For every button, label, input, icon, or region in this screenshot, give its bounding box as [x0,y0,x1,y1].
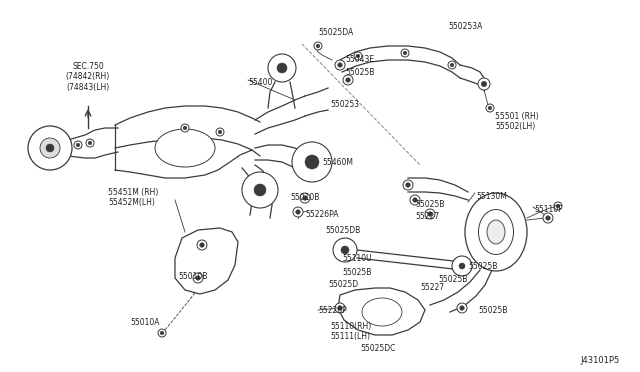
Circle shape [254,184,266,196]
Circle shape [303,196,307,200]
Circle shape [543,213,553,223]
Circle shape [314,42,322,50]
Circle shape [277,63,287,73]
Circle shape [335,60,345,70]
Text: 55110F: 55110F [534,205,563,214]
Circle shape [218,130,222,134]
Circle shape [478,78,490,90]
Text: 55227: 55227 [415,212,439,221]
Text: 55010B: 55010B [178,272,207,281]
Circle shape [242,172,278,208]
Circle shape [338,63,342,67]
Circle shape [356,54,360,58]
Text: 55025B: 55025B [342,268,371,277]
Circle shape [305,155,319,169]
Text: 55400: 55400 [248,78,273,87]
Circle shape [160,331,164,335]
Circle shape [181,124,189,132]
Text: 55025DC: 55025DC [360,344,396,353]
Circle shape [183,126,187,130]
Text: 55226P: 55226P [318,306,347,315]
Circle shape [335,303,345,313]
Text: 550253A: 550253A [448,22,483,31]
Circle shape [403,180,413,190]
Ellipse shape [465,193,527,271]
Circle shape [450,63,454,67]
Circle shape [300,193,310,203]
Circle shape [343,75,353,85]
Text: 55025B: 55025B [468,262,497,271]
Text: J43101P5: J43101P5 [580,356,620,365]
Circle shape [28,126,72,170]
Circle shape [76,143,80,147]
Ellipse shape [362,298,402,326]
Circle shape [556,204,560,208]
Text: 550253: 550253 [330,100,359,109]
Circle shape [452,256,472,276]
Text: 55451M (RH)
55452M(LH): 55451M (RH) 55452M(LH) [108,188,158,208]
Text: 55227: 55227 [420,283,444,292]
Text: 55010B: 55010B [290,193,319,202]
Circle shape [488,106,492,110]
Circle shape [460,306,464,310]
Text: 55460M: 55460M [322,158,353,167]
Circle shape [457,303,467,313]
Circle shape [481,81,486,87]
Polygon shape [338,288,425,335]
Circle shape [268,54,296,82]
Text: 55226PA: 55226PA [305,210,339,219]
Circle shape [46,144,54,152]
Circle shape [74,141,82,149]
Text: 55025D: 55025D [328,280,358,289]
Text: 55010A: 55010A [131,318,160,327]
Circle shape [333,238,357,262]
Circle shape [428,212,432,216]
Circle shape [338,306,342,310]
Circle shape [425,209,435,219]
Circle shape [486,104,494,112]
Circle shape [341,246,349,254]
Circle shape [293,207,303,217]
Circle shape [193,273,203,283]
Text: 55043E: 55043E [345,55,374,64]
Text: 55130M: 55130M [476,192,507,201]
Circle shape [554,202,562,210]
Ellipse shape [155,129,215,167]
Text: 55501 (RH)
55502(LH): 55501 (RH) 55502(LH) [495,112,539,131]
Circle shape [354,52,362,60]
Ellipse shape [479,209,513,254]
Text: 55025DA: 55025DA [318,28,353,37]
Circle shape [196,276,200,280]
Circle shape [413,198,417,202]
Text: 55110(RH)
55111(LH): 55110(RH) 55111(LH) [330,322,371,341]
Circle shape [216,128,224,136]
Circle shape [401,49,409,57]
Text: 55025B: 55025B [345,68,374,77]
Circle shape [158,329,166,337]
Circle shape [292,142,332,182]
Text: SEC.750
(74842(RH)
(74843(LH): SEC.750 (74842(RH) (74843(LH) [66,62,110,92]
Circle shape [296,210,300,214]
Circle shape [40,138,60,158]
Circle shape [200,243,204,247]
Ellipse shape [487,220,505,244]
Circle shape [459,263,465,269]
Text: 55110U: 55110U [342,254,372,263]
Text: 55025B: 55025B [415,200,444,209]
Circle shape [316,44,320,48]
Polygon shape [175,228,238,294]
Circle shape [197,240,207,250]
Text: 55025B: 55025B [438,275,467,284]
Circle shape [403,51,407,55]
Text: 55025DB: 55025DB [325,226,360,235]
Circle shape [546,216,550,220]
Circle shape [448,61,456,69]
Circle shape [346,78,350,82]
Circle shape [406,183,410,187]
Circle shape [88,141,92,145]
Circle shape [410,195,420,205]
Circle shape [86,139,94,147]
Text: 55025B: 55025B [478,306,508,315]
